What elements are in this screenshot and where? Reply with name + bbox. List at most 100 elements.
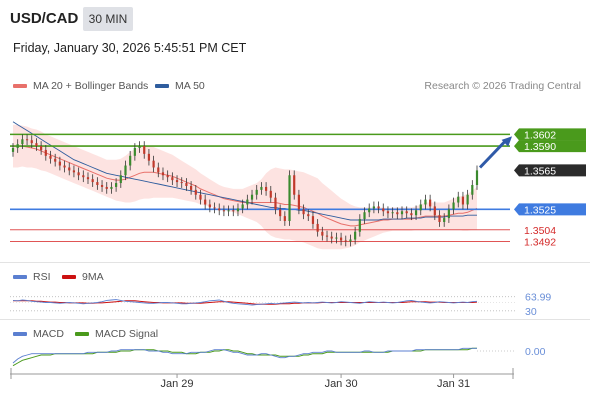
- candle-body: [302, 209, 305, 215]
- candle: [185, 178, 188, 191]
- candle-body: [138, 146, 141, 149]
- candle-body: [344, 240, 347, 242]
- candle-body: [119, 175, 122, 184]
- candle: [166, 170, 169, 183]
- candle: [260, 182, 263, 195]
- candle: [218, 203, 221, 216]
- candle-body: [16, 144, 19, 149]
- candle-body: [443, 218, 446, 222]
- candle: [391, 207, 394, 219]
- candle-body: [457, 196, 460, 203]
- candle-body: [180, 182, 183, 184]
- candle: [86, 172, 90, 185]
- candle-body: [255, 189, 258, 195]
- candle: [180, 177, 183, 188]
- candle: [208, 199, 211, 213]
- candle-body: [175, 180, 179, 183]
- candle: [424, 194, 427, 210]
- candle: [405, 206, 408, 219]
- candle-body: [110, 186, 113, 189]
- candle-body: [288, 175, 291, 222]
- candle: [255, 185, 258, 200]
- candle-body: [25, 139, 29, 141]
- candle: [410, 208, 413, 221]
- candle-body: [475, 170, 479, 185]
- candle-body: [54, 158, 57, 162]
- candle: [199, 189, 202, 205]
- candle-body: [293, 175, 296, 195]
- candle-body: [316, 223, 319, 232]
- candle-body: [377, 206, 380, 209]
- candle-body: [438, 215, 441, 222]
- pane-separator: [0, 262, 590, 263]
- candle: [138, 141, 141, 153]
- candle-body: [452, 202, 455, 210]
- candle: [44, 145, 47, 161]
- candle: [461, 191, 465, 210]
- candle: [49, 150, 52, 164]
- symbol-title: USD/CAD: [10, 10, 79, 27]
- candle-body: [368, 208, 371, 213]
- macd-line: [12, 347, 477, 364]
- candle: [457, 191, 460, 208]
- candle-body: [129, 155, 132, 166]
- ma20-swatch: [13, 84, 27, 89]
- x-tick-label: Jan 30: [325, 378, 358, 390]
- legend-ma50: MA 50: [155, 80, 205, 92]
- price-label: 1.3590: [524, 141, 556, 153]
- candle: [475, 165, 479, 190]
- candle: [63, 160, 66, 173]
- rsi-ma-label: 9MA: [82, 271, 104, 283]
- candle: [82, 170, 85, 183]
- candle-body: [386, 211, 390, 214]
- candle: [96, 177, 99, 190]
- candle-body: [194, 189, 197, 195]
- projection-arrow-head: [501, 136, 512, 147]
- x-tick-label: Jan 31: [437, 378, 470, 390]
- candle-body: [161, 172, 165, 176]
- candle-body: [396, 212, 399, 215]
- candle-body: [236, 208, 240, 212]
- candle: [232, 205, 235, 217]
- candle: [72, 165, 76, 178]
- candle: [58, 156, 61, 171]
- candle: [466, 189, 469, 210]
- candle-body: [147, 153, 151, 161]
- candle: [91, 174, 94, 187]
- candle: [222, 205, 226, 217]
- candle-body: [227, 210, 230, 212]
- candle: [321, 226, 324, 241]
- candle-body: [269, 190, 272, 198]
- candle: [246, 194, 249, 210]
- macd-swatch: [13, 332, 27, 337]
- candle: [236, 203, 240, 217]
- candle-body: [330, 236, 333, 239]
- candle-body: [279, 209, 282, 217]
- candle-body: [199, 194, 202, 200]
- timestamp: Friday, January 30, 2026 5:45:51 PM CET: [13, 41, 247, 55]
- rsi-line: [12, 299, 478, 306]
- candle: [143, 141, 146, 159]
- price-label: 1.3565: [524, 165, 556, 177]
- price-tag-support: [514, 203, 586, 216]
- candle-body: [213, 207, 216, 209]
- candle: [241, 199, 244, 214]
- candle: [77, 167, 80, 181]
- candle-body: [297, 194, 300, 210]
- candle: [54, 153, 57, 167]
- candle-body: [63, 165, 66, 168]
- candle-body: [405, 211, 408, 214]
- candle: [100, 180, 104, 192]
- candle-body: [382, 208, 385, 212]
- macd-signal-swatch: [75, 332, 89, 337]
- timeframe-badge[interactable]: 30 MIN: [83, 7, 133, 31]
- candle: [288, 170, 291, 226]
- candle-body: [11, 148, 15, 152]
- candle: [264, 182, 268, 196]
- projection-arrow-shaft: [478, 139, 508, 169]
- rsi-ma-swatch: [62, 275, 76, 280]
- macd-level-label: 0.00: [525, 346, 546, 358]
- legend-macd-signal: MACD Signal: [75, 328, 158, 340]
- candle: [325, 230, 329, 242]
